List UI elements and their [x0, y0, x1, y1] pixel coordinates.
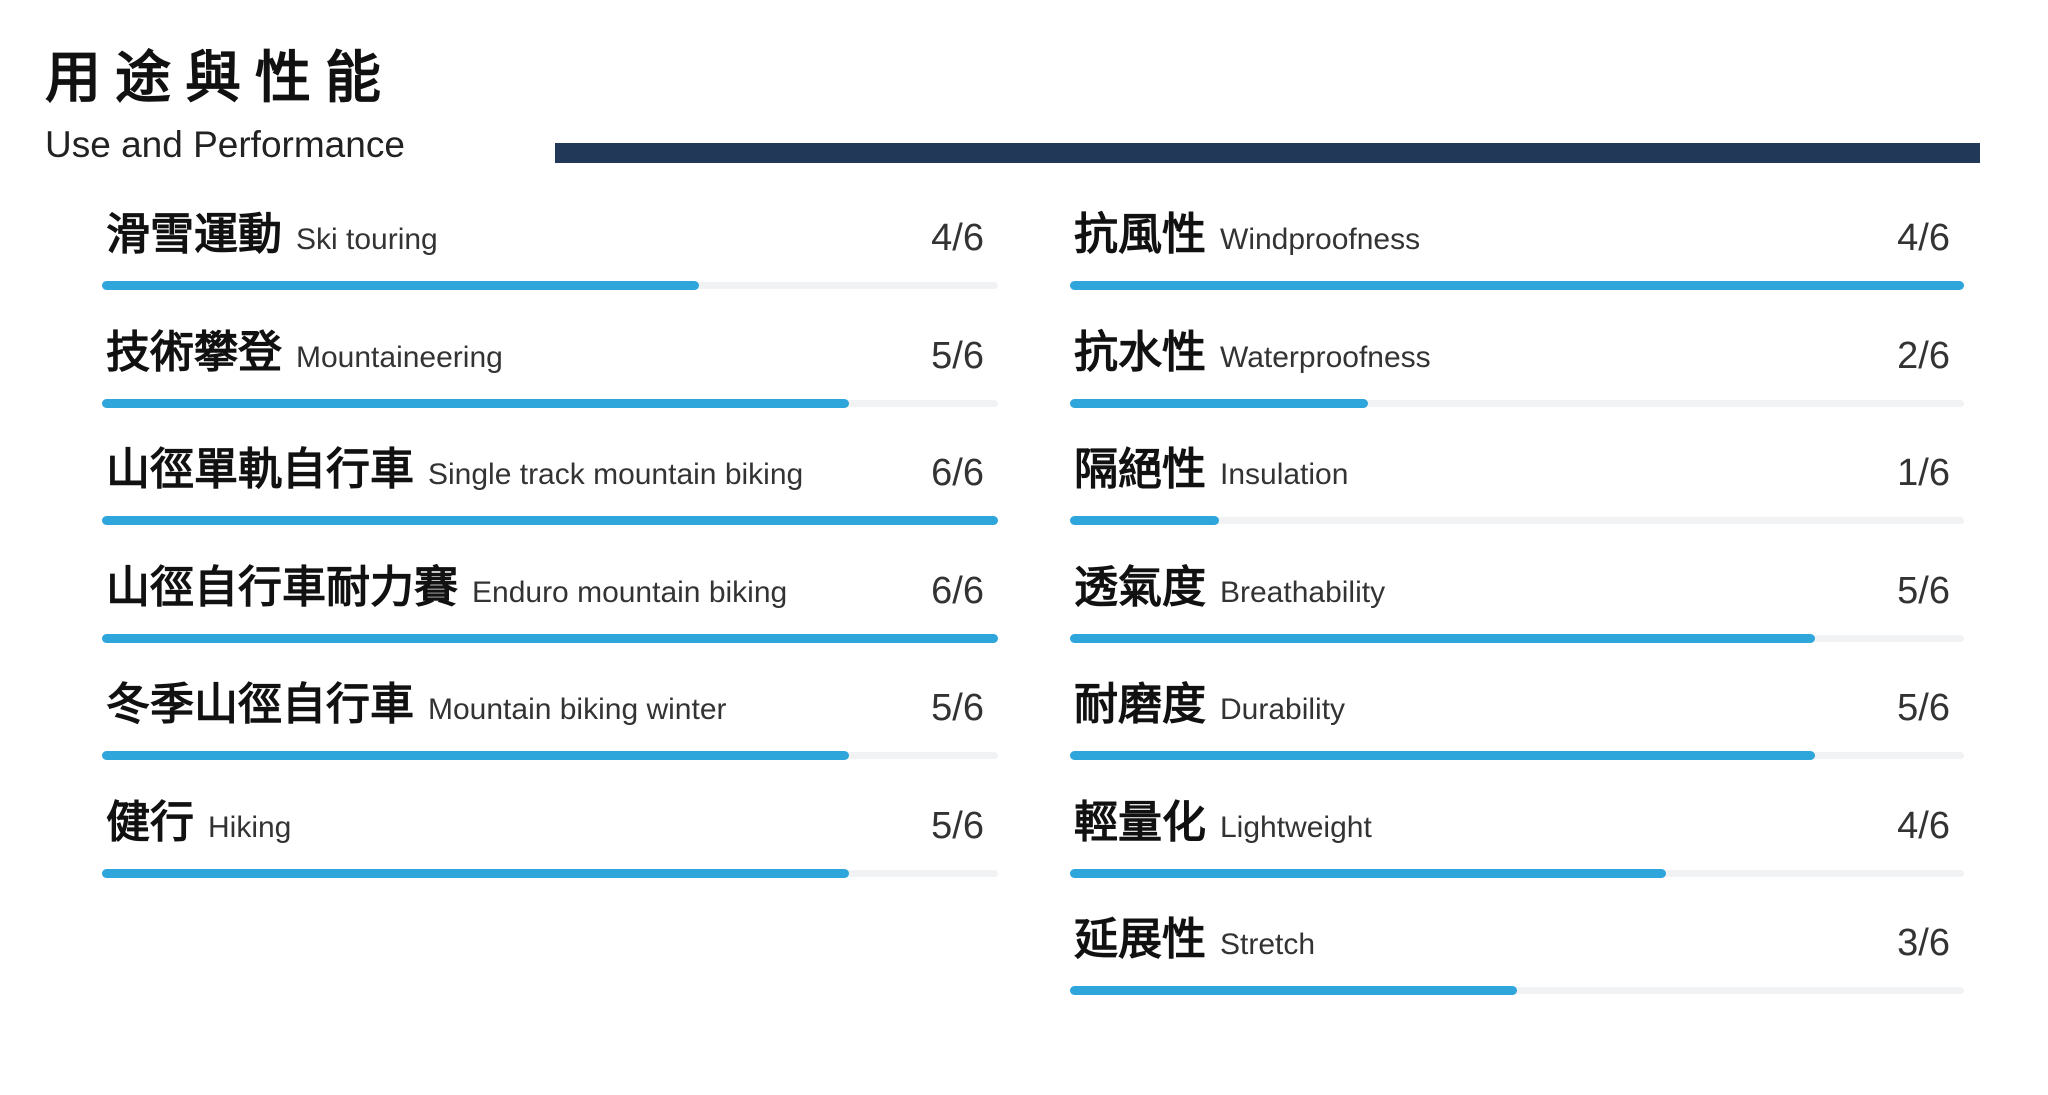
rating-name-zh: 隔絕性 — [1074, 444, 1206, 495]
rating-name-en: Lightweight — [1220, 810, 1372, 844]
rating-name-en: Mountaineering — [296, 340, 503, 374]
rating-track — [1070, 398, 1964, 408]
rating-track — [102, 281, 998, 290]
rating-fill — [1070, 751, 1815, 760]
title-rule — [555, 143, 1980, 163]
rating-name-zh: 輕量化 — [1074, 796, 1206, 848]
uses-column: 滑雪運動 Ski touring 4/6 技術攀登 Mountaineering 5… — [102, 205, 998, 910]
rating-name-zh: 山徑自行車耐力賽 — [106, 561, 458, 613]
rating-row: 冬季山徑自行車 Mountain biking winter 5/6 — [102, 675, 998, 793]
rating-track — [1070, 986, 1964, 995]
rating-score: 5/6 — [1897, 687, 1950, 729]
rating-row: 山徑單軌自行車 Single track mountain biking 6/6 — [102, 440, 998, 558]
rating-name-zh: 冬季山徑自行車 — [106, 679, 414, 730]
rating-name-zh: 健行 — [106, 796, 194, 848]
rating-row: 透氣度 Breathability 5/6 — [1070, 558, 1964, 676]
rating-name-zh: 透氣度 — [1074, 561, 1206, 613]
rating-fill — [102, 281, 700, 290]
rating-label: 健行 Hiking — [106, 800, 292, 845]
rating-row: 滑雪運動 Ski touring 4/6 — [102, 205, 998, 323]
rating-label: 抗風性 Windproofness — [1074, 213, 1420, 257]
rating-name-en: Hiking — [208, 810, 292, 844]
rating-fill — [1070, 986, 1517, 995]
rating-name-zh: 技術攀登 — [106, 326, 282, 378]
rating-fill — [102, 751, 849, 760]
rating-track — [1070, 633, 1964, 643]
rating-track — [1070, 281, 1964, 290]
rating-name-en: Insulation — [1220, 458, 1349, 491]
rating-row: 山徑自行車耐力賽 Enduro mountain biking 6/6 — [102, 558, 998, 676]
rating-track — [102, 398, 998, 408]
rating-score: 4/6 — [1897, 217, 1950, 259]
rating-name-zh: 抗風性 — [1074, 209, 1206, 260]
rating-name-zh: 滑雪運動 — [106, 209, 282, 260]
rating-fill — [1070, 633, 1815, 643]
rating-label: 滑雪運動 Ski touring — [106, 213, 438, 257]
rating-row: 抗水性 Waterproofness 2/6 — [1070, 323, 1964, 441]
rating-score: 3/6 — [1897, 922, 1950, 964]
rating-name-zh: 抗水性 — [1074, 326, 1206, 378]
rating-fill — [1070, 398, 1368, 408]
rating-name-en: Stretch — [1220, 928, 1316, 961]
rating-fill — [1070, 868, 1666, 878]
rating-label: 冬季山徑自行車 Mountain biking winter — [106, 683, 727, 727]
rating-score: 2/6 — [1897, 334, 1950, 377]
rating-score: 5/6 — [931, 334, 984, 377]
rating-fill — [102, 516, 998, 525]
rating-score: 6/6 — [931, 452, 984, 494]
rating-row: 隔絕性 Insulation 1/6 — [1070, 440, 1964, 558]
rating-track — [102, 633, 998, 643]
page-title-en: Use and Performance — [45, 124, 405, 165]
rating-fill — [102, 633, 998, 643]
rating-name-en: Windproofness — [1220, 223, 1421, 256]
rating-track — [1070, 516, 1964, 525]
rating-score: 5/6 — [931, 804, 984, 847]
rating-name-en: Breathability — [1220, 575, 1386, 609]
rating-name-en: Ski touring — [296, 223, 438, 256]
rating-fill — [1070, 281, 1964, 290]
rating-track — [102, 516, 998, 525]
rating-fill — [102, 398, 849, 408]
rating-score: 5/6 — [931, 687, 984, 729]
rating-track — [1070, 868, 1964, 878]
rating-fill — [102, 868, 849, 878]
rating-name-en: Enduro mountain biking — [472, 575, 788, 609]
rating-track — [1070, 751, 1964, 760]
rating-row: 耐磨度 Durability 5/6 — [1070, 675, 1964, 793]
rating-row: 延展性 Stretch 3/6 — [1070, 910, 1964, 1028]
rating-row: 抗風性 Windproofness 4/6 — [1070, 205, 1964, 323]
rating-label: 抗水性 Waterproofness — [1074, 330, 1431, 375]
rating-label: 隔絕性 Insulation — [1074, 448, 1348, 492]
rating-name-en: Single track mountain biking — [428, 458, 804, 491]
rating-name-en: Waterproofness — [1220, 340, 1431, 374]
rating-name-zh: 耐磨度 — [1074, 679, 1206, 730]
rating-row: 健行 Hiking 5/6 — [102, 793, 998, 911]
rating-label: 山徑自行車耐力賽 Enduro mountain biking — [106, 565, 788, 610]
rating-score: 4/6 — [931, 217, 984, 259]
rating-score: 6/6 — [931, 569, 984, 612]
rating-name-en: Durability — [1220, 693, 1346, 726]
rating-row: 輕量化 Lightweight 4/6 — [1070, 793, 1964, 911]
rating-label: 透氣度 Breathability — [1074, 565, 1386, 610]
rating-score: 4/6 — [1897, 804, 1950, 847]
rating-name-zh: 延展性 — [1074, 914, 1206, 965]
rating-label: 延展性 Stretch — [1074, 918, 1315, 962]
rating-track — [102, 751, 998, 760]
rating-name-zh: 山徑單軌自行車 — [106, 444, 414, 495]
page-title-zh: 用途與性能 — [45, 45, 395, 111]
rating-label: 輕量化 Lightweight — [1074, 800, 1372, 845]
rating-score: 1/6 — [1897, 452, 1950, 494]
rating-label: 山徑單軌自行車 Single track mountain biking — [106, 448, 803, 492]
rating-row: 技術攀登 Mountaineering 5/6 — [102, 323, 998, 441]
rating-track — [102, 868, 998, 878]
rating-label: 技術攀登 Mountaineering — [106, 330, 503, 375]
rating-score: 5/6 — [1897, 569, 1950, 612]
performance-column: 抗風性 Windproofness 4/6 抗水性 Waterproofness 2… — [1070, 205, 1964, 1028]
rating-name-en: Mountain biking winter — [428, 693, 727, 726]
rating-fill — [1070, 516, 1219, 525]
rating-label: 耐磨度 Durability — [1074, 683, 1345, 727]
